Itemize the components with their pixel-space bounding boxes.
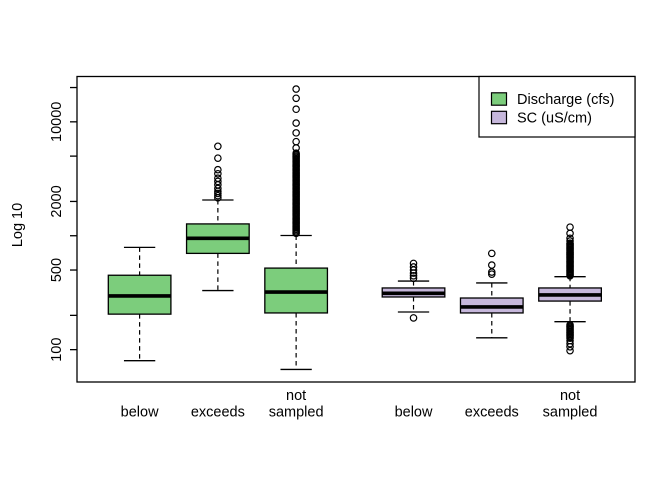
outlier-point xyxy=(214,154,222,162)
legend: Discharge (cfs) SC (uS/cm) xyxy=(478,75,636,138)
x-category-label: below xyxy=(395,405,433,421)
legend-box xyxy=(478,75,636,138)
y-tick-label: 2000 xyxy=(49,185,65,217)
legend-swatch-2 xyxy=(490,110,508,125)
outlier-point xyxy=(566,234,574,243)
outlier-point xyxy=(487,261,496,269)
boxplot-group-2-exceeds: exceeds xyxy=(185,142,250,421)
outlier-point xyxy=(292,85,300,93)
x-category-label: sampled xyxy=(543,405,598,421)
outlier-point xyxy=(409,271,418,280)
y-axis-title: Log 10 xyxy=(10,203,26,247)
outlier-point xyxy=(214,177,222,186)
outlier-point xyxy=(214,189,222,198)
outlier-point xyxy=(292,94,300,103)
outlier-point xyxy=(409,259,418,268)
outlier-point xyxy=(292,149,300,158)
outlier-point xyxy=(566,237,574,245)
boxplot-group-1-below: below xyxy=(107,246,172,421)
outlier-point xyxy=(409,274,418,283)
outlier-point xyxy=(487,249,496,258)
outlier-point xyxy=(566,321,574,329)
x-category-label: not xyxy=(286,388,306,404)
x-category-label: sampled xyxy=(269,405,324,421)
outlier-point xyxy=(487,268,496,276)
outlier-point xyxy=(292,129,300,137)
outlier-point xyxy=(292,119,300,127)
legend-label-1: Discharge (cfs) xyxy=(517,92,615,108)
outlier-point xyxy=(566,239,574,248)
y-tick-label: 100 xyxy=(49,338,65,362)
outlier-point xyxy=(292,105,300,114)
x-category-label: exceeds xyxy=(191,405,245,421)
x-category-label: not xyxy=(560,388,580,404)
y-tick-label: 500 xyxy=(49,258,65,282)
outlier-point xyxy=(214,142,222,151)
outlier-point xyxy=(487,270,496,278)
legend-label-2: SC (uS/cm) xyxy=(517,110,592,126)
outlier-point xyxy=(214,169,222,178)
x-category-label: below xyxy=(121,405,159,421)
y-tick-label: 10000 xyxy=(49,102,65,142)
outlier-point xyxy=(214,165,222,174)
legend-swatch-1 xyxy=(490,92,508,106)
outlier-point xyxy=(214,191,222,200)
boxplot-group-4-below: below xyxy=(381,259,446,421)
outlier-point xyxy=(214,184,222,193)
outlier-point xyxy=(409,314,418,322)
outlier-point xyxy=(409,263,418,271)
outlier-point xyxy=(292,137,300,146)
outlier-point xyxy=(214,174,222,182)
plot-border xyxy=(76,75,636,383)
x-category-label: exceeds xyxy=(465,405,519,421)
boxplot-group-5-exceeds: exceeds xyxy=(459,249,524,421)
outlier-point xyxy=(566,223,574,231)
outlier-point xyxy=(566,346,574,355)
